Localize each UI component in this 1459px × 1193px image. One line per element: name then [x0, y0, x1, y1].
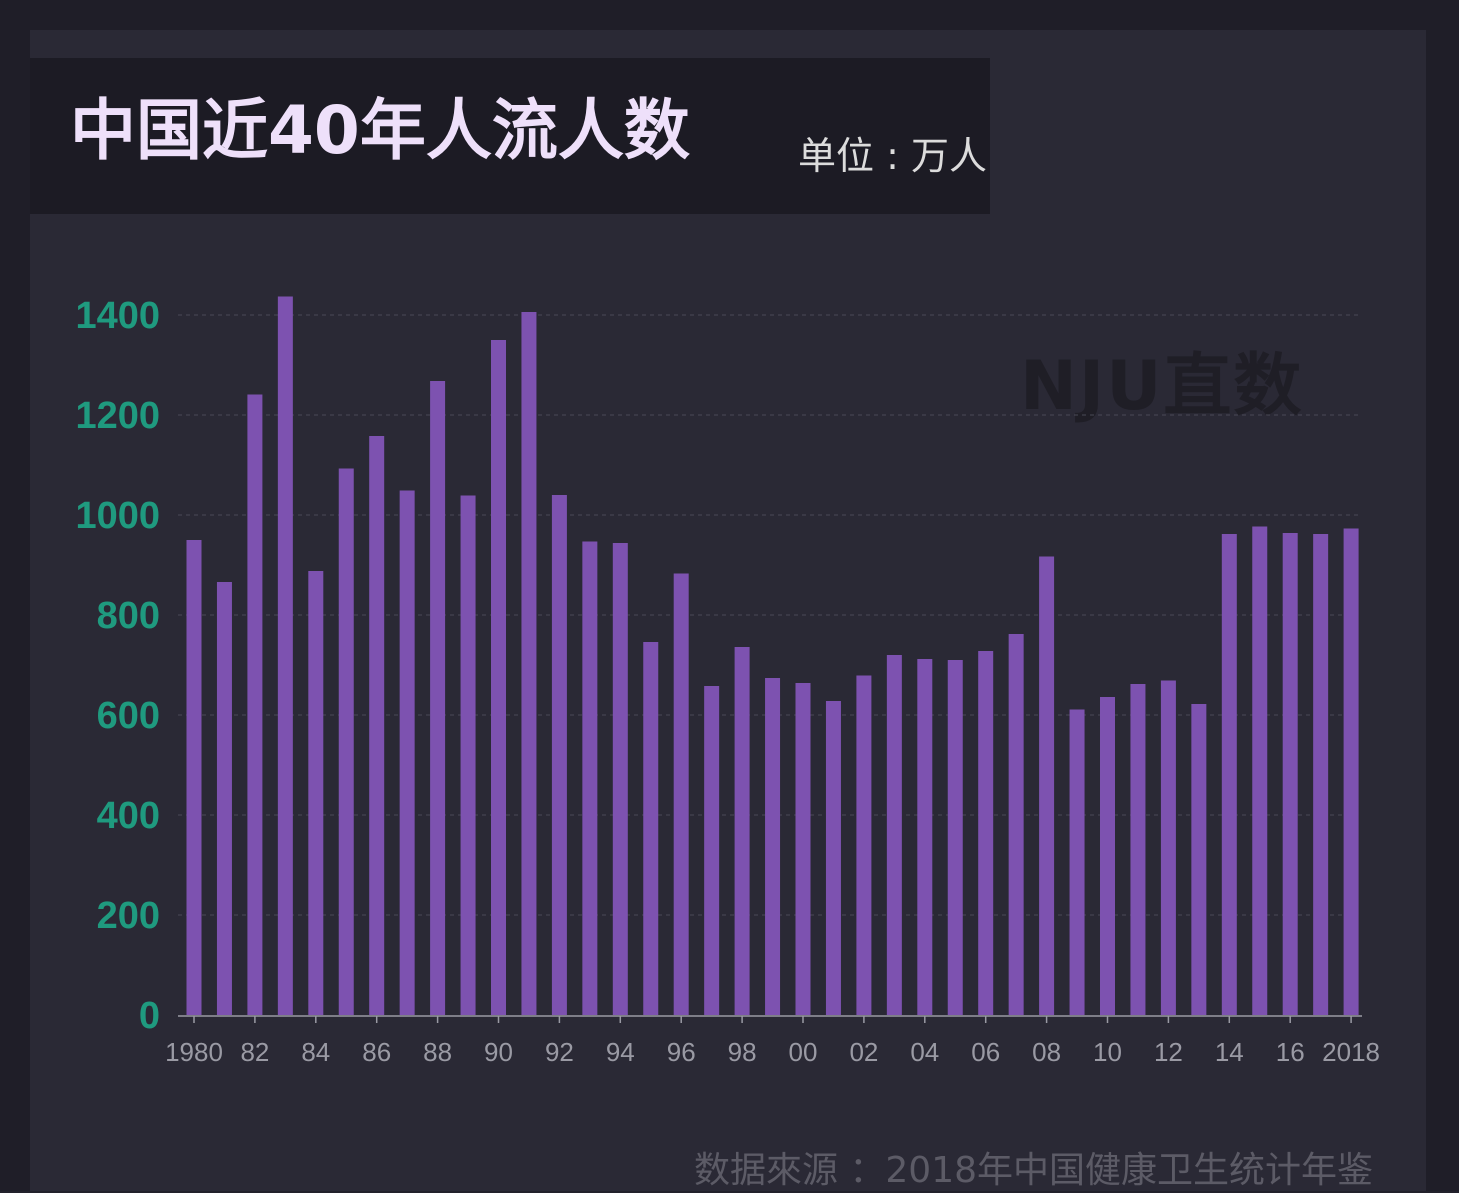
- x-tick-label: 94: [606, 1037, 635, 1067]
- x-tick-label: 1980: [165, 1037, 223, 1067]
- x-tick-label: 98: [728, 1037, 757, 1067]
- bar-1991: [521, 312, 537, 1015]
- bar-1989: [460, 495, 476, 1015]
- x-tick-label: 2018: [1322, 1037, 1380, 1067]
- x-tick-label: 10: [1093, 1037, 1122, 1067]
- bar-2015: [1252, 526, 1268, 1015]
- x-axis: [178, 1015, 1362, 1023]
- x-tick-label: 08: [1032, 1037, 1061, 1067]
- source-note: 数据來源 ：2018年中国健康卫生统计年鉴: [693, 1150, 1373, 1191]
- bar-2016: [1282, 533, 1298, 1015]
- x-tick-label: 00: [789, 1037, 818, 1067]
- bar-1987: [399, 490, 415, 1015]
- bar-2011: [1130, 684, 1146, 1015]
- bar-1982: [247, 394, 263, 1015]
- x-tick-label: 16: [1276, 1037, 1305, 1067]
- bar-2007: [1008, 634, 1024, 1015]
- x-tick-label: 90: [484, 1037, 513, 1067]
- bar-2001: [825, 701, 841, 1015]
- bar-1980: [186, 540, 202, 1015]
- bar-1983: [277, 296, 293, 1015]
- x-tick-label: 96: [667, 1037, 696, 1067]
- unit-label: 单位 : 万人: [798, 134, 987, 178]
- bar-1995: [643, 642, 659, 1015]
- y-tick-label: 600: [97, 695, 160, 737]
- bar-2005: [947, 660, 963, 1015]
- x-tick-label: 92: [545, 1037, 574, 1067]
- bar-1984: [308, 571, 324, 1015]
- y-tick-label: 1000: [75, 495, 160, 537]
- bar-2008: [1039, 556, 1055, 1015]
- chart-title: 中国近40年人流人数: [70, 92, 690, 169]
- x-tick-label: 06: [971, 1037, 1000, 1067]
- bar-2004: [917, 659, 933, 1015]
- y-tick-label: 1400: [75, 295, 160, 337]
- x-tick-label: 88: [423, 1037, 452, 1067]
- bar-1996: [673, 573, 689, 1015]
- bar-2000: [795, 683, 811, 1015]
- bar-2009: [1069, 709, 1085, 1015]
- bar-2013: [1191, 704, 1207, 1015]
- bar-1998: [734, 647, 750, 1015]
- x-tick-label: 14: [1215, 1037, 1244, 1067]
- y-tick-label: 200: [97, 895, 160, 937]
- y-tick-label: 800: [97, 595, 160, 637]
- bar-1981: [216, 582, 232, 1015]
- x-axis-ticks: 1980 82 84 86 88 90 92 94 96 98 00 02 04 06 08 10 12 14 16…: [165, 1037, 1380, 1067]
- bar-2010: [1100, 697, 1115, 1015]
- y-tick-label: 400: [97, 795, 160, 837]
- bar-2018: [1343, 528, 1359, 1015]
- bar-1992: [551, 495, 567, 1015]
- bar-1999: [765, 678, 781, 1015]
- bar-2014: [1221, 534, 1237, 1015]
- x-tick-label: 04: [910, 1037, 939, 1067]
- bar-2003: [886, 655, 902, 1015]
- y-axis-ticks: 0 200 400 600 800 1000 1200 1400: [75, 295, 160, 1037]
- bar-1997: [704, 686, 720, 1015]
- bars: [186, 296, 1359, 1015]
- bar-1985: [338, 468, 354, 1015]
- bar-2012: [1160, 680, 1176, 1015]
- title-band: [30, 58, 990, 214]
- x-tick-label: 02: [849, 1037, 878, 1067]
- y-tick-label: 0: [139, 995, 160, 1037]
- bar-1990: [491, 340, 506, 1015]
- y-tick-label: 1200: [75, 395, 160, 437]
- x-tick-label: 86: [362, 1037, 391, 1067]
- watermark-text: NJU直数: [1020, 347, 1304, 426]
- x-tick-label: 82: [240, 1037, 269, 1067]
- bar-1988: [430, 381, 446, 1015]
- bar-2002: [856, 675, 872, 1015]
- x-tick-label: 12: [1154, 1037, 1183, 1067]
- bar-2017: [1313, 534, 1329, 1015]
- bar-1994: [612, 543, 628, 1015]
- bar-1986: [369, 436, 385, 1015]
- bar-1993: [582, 541, 598, 1015]
- x-tick-label: 84: [301, 1037, 330, 1067]
- bar-2006: [978, 651, 994, 1015]
